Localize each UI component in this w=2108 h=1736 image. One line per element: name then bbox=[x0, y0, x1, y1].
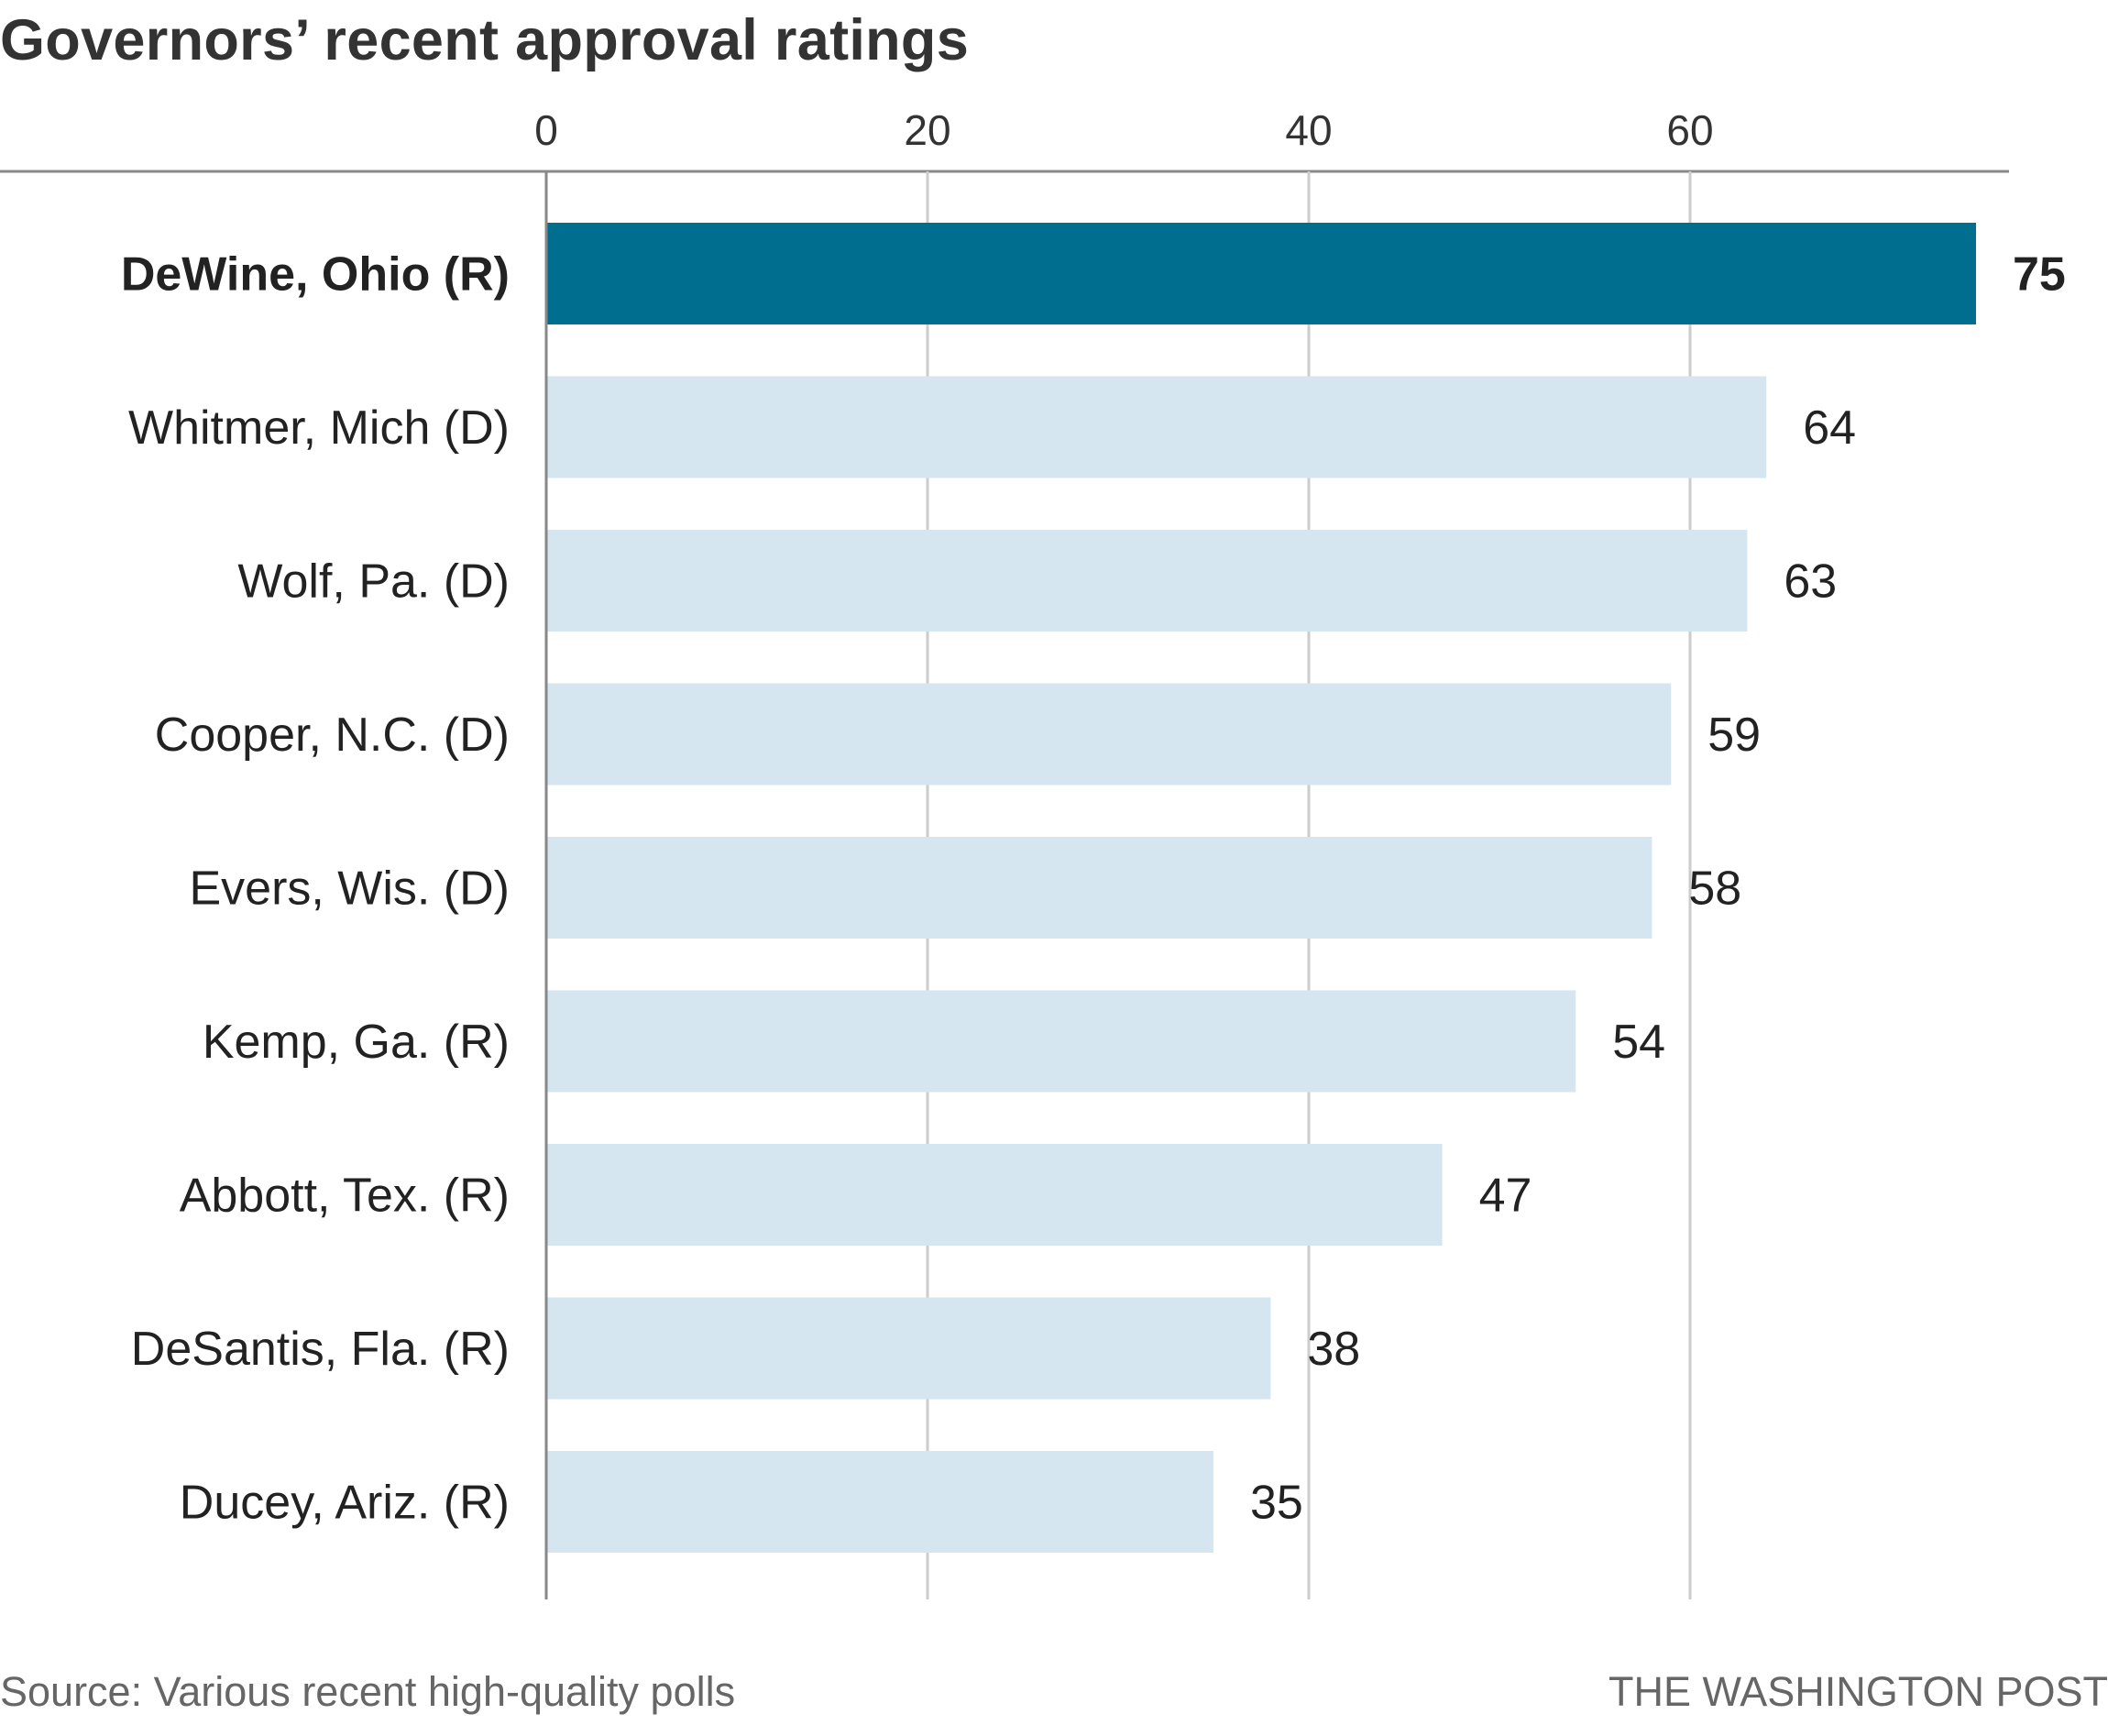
bar bbox=[546, 1144, 1443, 1246]
x-tick-label: 0 bbox=[534, 106, 558, 154]
category-label: Whitmer, Mich (D) bbox=[128, 401, 510, 455]
value-label: 63 bbox=[1784, 555, 1837, 609]
category-label: Kemp, Ga. (R) bbox=[203, 1016, 510, 1069]
value-label: 54 bbox=[1612, 1016, 1665, 1069]
bar-layer bbox=[546, 223, 1976, 1553]
label-layer: 0 20 40 60 DeWine, Ohio (R) 75 Whitmer, Mich (… bbox=[121, 106, 2066, 1599]
bar bbox=[546, 1451, 1213, 1553]
bar bbox=[546, 1297, 1271, 1400]
value-label: 59 bbox=[1707, 709, 1761, 762]
category-label: Ducey, Ariz. (R) bbox=[180, 1477, 510, 1530]
x-tick-label: 60 bbox=[1666, 106, 1713, 154]
value-label: 75 bbox=[2013, 248, 2066, 302]
bar bbox=[546, 223, 1976, 324]
x-tick-label: 40 bbox=[1285, 106, 1332, 154]
category-label: Wolf, Pa. (D) bbox=[237, 555, 510, 609]
bar bbox=[546, 376, 1767, 478]
source-note: Source: Various recent high-quality poll… bbox=[0, 1668, 736, 1715]
value-label: 64 bbox=[1803, 401, 1856, 455]
bar bbox=[546, 683, 1672, 786]
category-label: Abbott, Tex. (R) bbox=[180, 1170, 510, 1223]
bar bbox=[546, 990, 1576, 1093]
value-label: 38 bbox=[1307, 1323, 1360, 1376]
x-tick-label: 20 bbox=[904, 106, 950, 154]
bar bbox=[546, 530, 1748, 632]
category-label: Evers, Wis. (D) bbox=[189, 863, 510, 916]
value-label: 47 bbox=[1479, 1170, 1532, 1223]
credit-line: THE WASHINGTON POST bbox=[1608, 1668, 2108, 1715]
value-label: 58 bbox=[1688, 863, 1741, 916]
chart-title: Governors’ recent approval ratings bbox=[0, 8, 970, 72]
category-label: Cooper, N.C. (D) bbox=[155, 709, 510, 762]
category-label: DeWine, Ohio (R) bbox=[121, 248, 510, 302]
bar bbox=[546, 837, 1652, 939]
value-label: 35 bbox=[1250, 1477, 1303, 1530]
category-label: DeSantis, Fla. (R) bbox=[131, 1323, 510, 1376]
